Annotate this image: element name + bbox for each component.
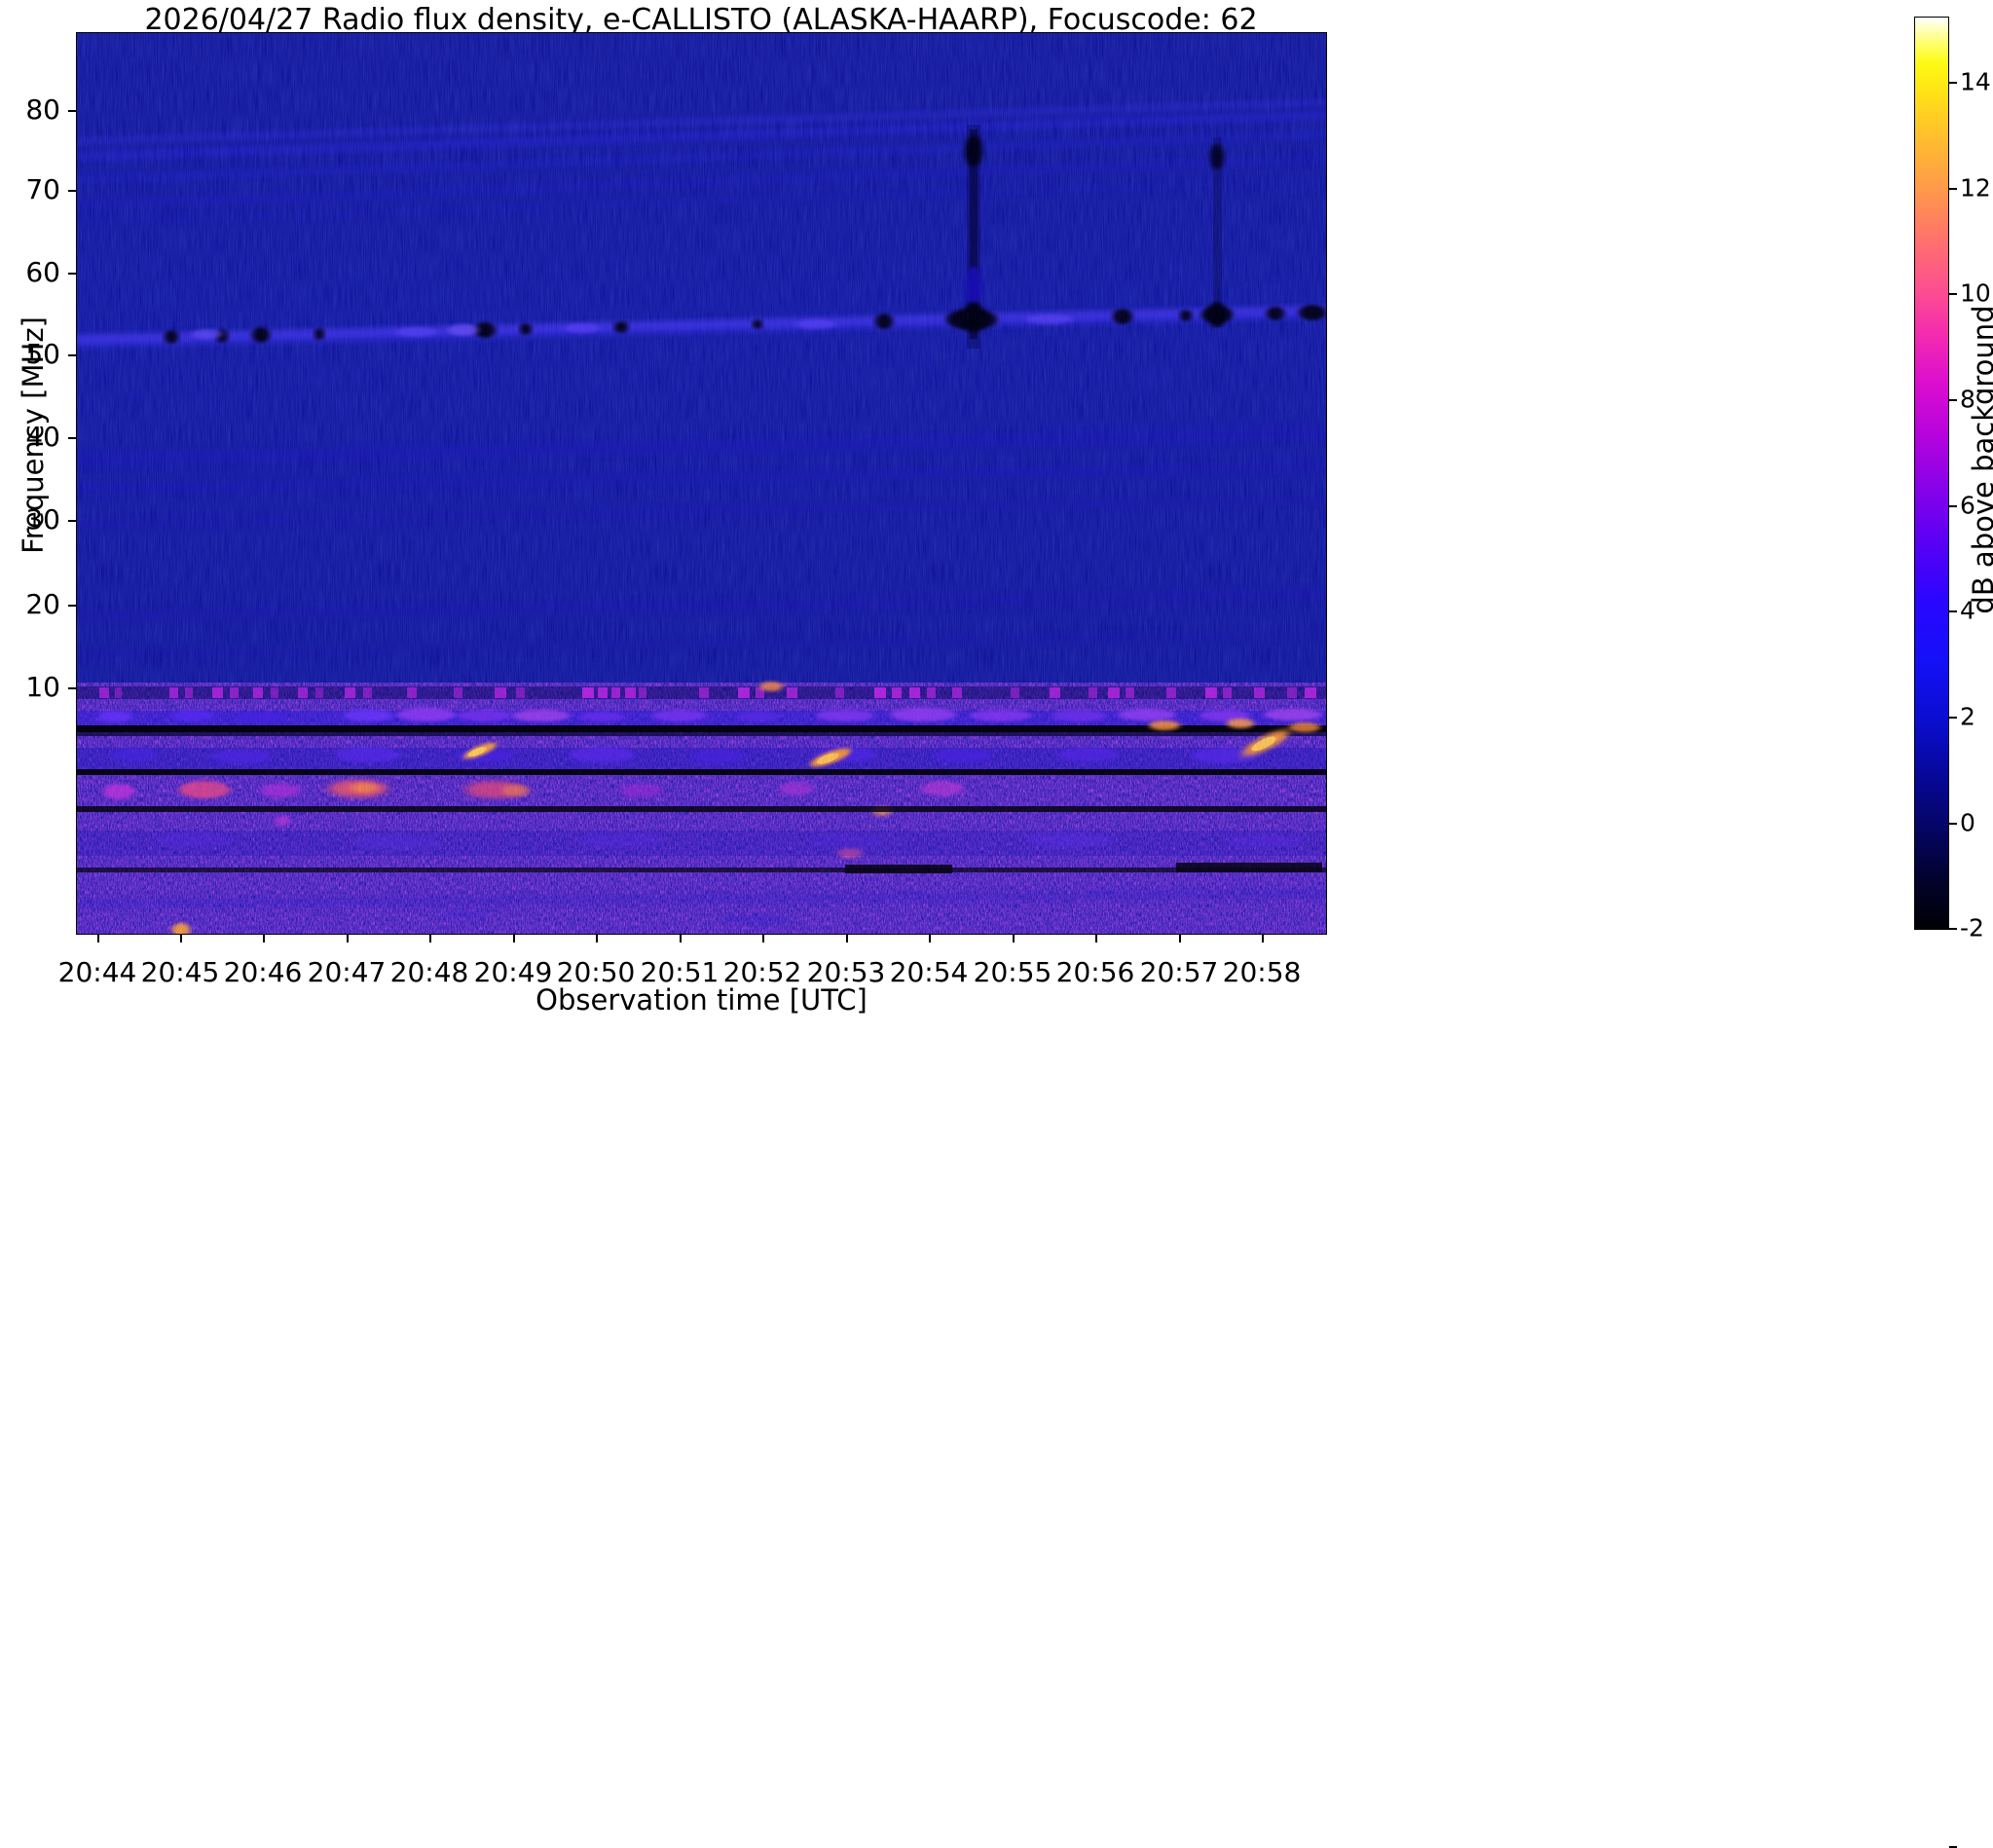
colorbar-tick-label-6: 10 [1960, 278, 1991, 308]
colorbar [1914, 17, 1949, 930]
x-tick-label-6: 20:50 [556, 956, 636, 988]
x-tick-label-9: 20:53 [806, 956, 886, 988]
page-title: 2026/04/27 Radio flux density, e-CALLIST… [144, 3, 1258, 37]
colorbar-label-container: dB above background [1949, 0, 1993, 1039]
x-tick-label-1: 20:45 [140, 956, 220, 988]
colorbar-gradient [1915, 18, 1948, 929]
colorbar-tick-label-5: 8 [1960, 385, 1975, 414]
colorbar-ticks: -2 0 2 4 6 8 10 12 14 [1949, 67, 1991, 942]
x-axis-tick-labels: 20:44 20:45 20:46 20:47 20:48 20:49 20:5… [57, 956, 1302, 988]
y-tick-label-40: 40 [25, 421, 60, 453]
colorbar-tick-label-7: 12 [1960, 173, 1991, 203]
spectrogram-image [76, 32, 1327, 935]
colorbar-tick-label-3: 4 [1960, 596, 1975, 625]
colorbar-tick-label-8: 14 [1960, 67, 1991, 96]
colorbar-tick-label-2: 2 [1960, 702, 1975, 731]
x-tick-label-12: 20:56 [1055, 956, 1135, 988]
y-tick-label-20: 20 [25, 588, 60, 620]
y-tick-label-50: 50 [25, 338, 60, 370]
x-tick-label-14: 20:58 [1222, 956, 1302, 988]
x-tick-label-0: 20:44 [57, 956, 137, 988]
colorbar-tick-label-0: -2 [1960, 913, 1984, 942]
x-tick-label-10: 20:54 [889, 956, 969, 988]
x-tick-label-3: 20:47 [307, 956, 387, 988]
y-axis-tick-labels: 80 70 60 50 40 30 20 10 [0, 0, 60, 1039]
spectrogram-plot-area [76, 32, 1327, 935]
y-tick-label-70: 70 [25, 173, 60, 205]
x-tick-label-4: 20:48 [389, 956, 469, 988]
y-tick-label-10: 10 [25, 671, 60, 703]
x-tick-label-13: 20:57 [1139, 956, 1219, 988]
x-tick-label-5: 20:49 [473, 956, 553, 988]
y-tick-label-30: 30 [25, 503, 60, 536]
colorbar-tick-label-1: 0 [1960, 808, 1975, 837]
x-tick-label-11: 20:55 [973, 956, 1052, 988]
x-tick-label-2: 20:46 [223, 956, 303, 988]
y-tick-label-60: 60 [25, 256, 60, 288]
y-tick-label-80: 80 [25, 93, 60, 126]
colorbar-tick-label-4: 6 [1960, 491, 1975, 520]
x-tick-label-8: 20:52 [722, 956, 802, 988]
colorbar-label: dB above background [1967, 305, 1993, 614]
x-tick-label-7: 20:51 [640, 956, 720, 988]
x-axis-label: Observation time [UTC] [535, 983, 867, 1016]
